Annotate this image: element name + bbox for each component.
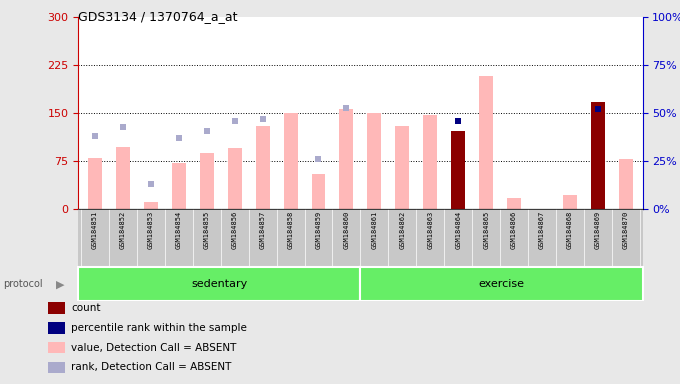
Text: value, Detection Call = ABSENT: value, Detection Call = ABSENT <box>71 343 237 353</box>
Bar <box>48 322 65 334</box>
Bar <box>172 163 186 209</box>
Text: protocol: protocol <box>3 279 43 289</box>
Bar <box>479 76 493 209</box>
Text: GSM184865: GSM184865 <box>483 211 489 249</box>
Text: GSM184861: GSM184861 <box>371 211 377 249</box>
Bar <box>311 174 326 209</box>
Bar <box>116 147 130 209</box>
Bar <box>395 126 409 209</box>
Bar <box>619 159 633 209</box>
Text: GSM184854: GSM184854 <box>176 211 182 249</box>
Bar <box>452 131 465 209</box>
Text: GSM184869: GSM184869 <box>595 211 601 249</box>
Text: GSM184862: GSM184862 <box>399 211 405 249</box>
Text: ▶: ▶ <box>56 279 64 289</box>
Text: percentile rank within the sample: percentile rank within the sample <box>71 323 248 333</box>
Bar <box>48 342 65 353</box>
Bar <box>563 195 577 209</box>
Bar <box>256 126 269 209</box>
Text: GDS3134 / 1370764_a_at: GDS3134 / 1370764_a_at <box>78 10 238 23</box>
Bar <box>48 302 65 314</box>
Bar <box>339 109 354 209</box>
Text: GSM184857: GSM184857 <box>260 211 266 249</box>
Text: GSM184867: GSM184867 <box>539 211 545 249</box>
Bar <box>284 113 298 209</box>
Bar <box>144 202 158 209</box>
Bar <box>48 362 65 373</box>
Text: sedentary: sedentary <box>191 279 248 289</box>
Text: GSM184868: GSM184868 <box>567 211 573 249</box>
Bar <box>591 102 605 209</box>
Bar <box>423 114 437 209</box>
Text: count: count <box>71 303 101 313</box>
Text: GSM184852: GSM184852 <box>120 211 126 249</box>
Bar <box>200 153 214 209</box>
Text: GSM184855: GSM184855 <box>204 211 209 249</box>
Text: GSM184859: GSM184859 <box>316 211 322 249</box>
Text: GSM184864: GSM184864 <box>455 211 461 249</box>
Text: exercise: exercise <box>479 279 524 289</box>
Bar <box>88 158 102 209</box>
Text: GSM184853: GSM184853 <box>148 211 154 249</box>
Text: GSM184851: GSM184851 <box>92 211 98 249</box>
Bar <box>367 113 381 209</box>
Text: GSM184866: GSM184866 <box>511 211 517 249</box>
Text: GSM184856: GSM184856 <box>232 211 238 249</box>
Text: GSM184870: GSM184870 <box>623 211 629 249</box>
Text: GSM184860: GSM184860 <box>343 211 350 249</box>
Bar <box>228 149 241 209</box>
Text: rank, Detection Call = ABSENT: rank, Detection Call = ABSENT <box>71 362 232 372</box>
Text: GSM184863: GSM184863 <box>427 211 433 249</box>
Text: GSM184858: GSM184858 <box>288 211 294 249</box>
Bar <box>507 198 521 209</box>
